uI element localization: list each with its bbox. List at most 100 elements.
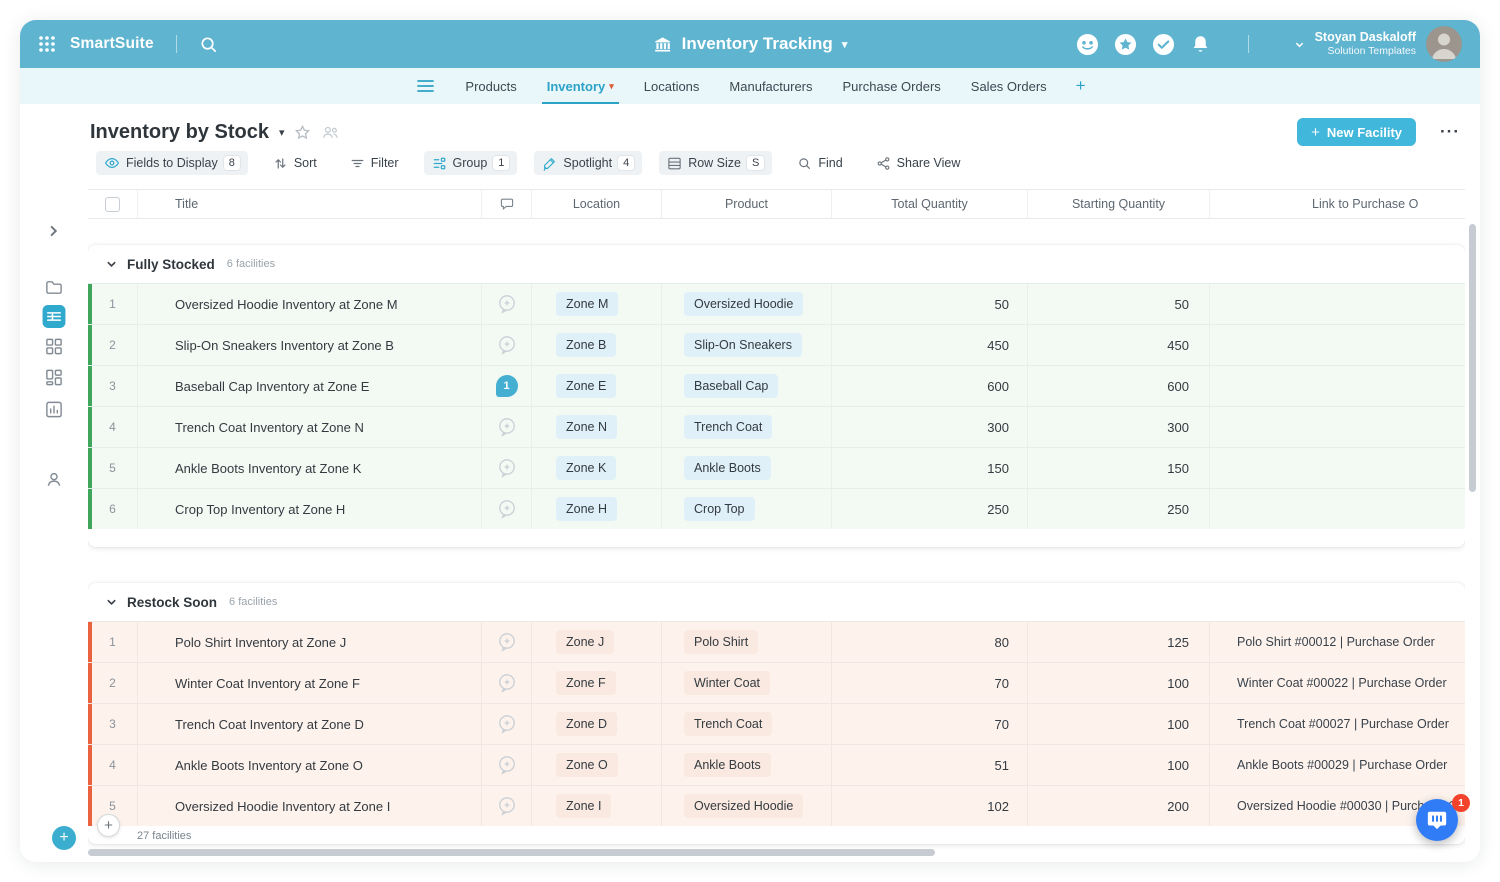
- avatar[interactable]: [1426, 26, 1462, 62]
- cell-purchase-order-link[interactable]: [1210, 366, 1465, 406]
- table-row[interactable]: 3 Trench Coat Inventory at Zone D Zone D Tr…: [88, 703, 1465, 744]
- cell-purchase-order-link[interactable]: Trench Coat #00027 | Purchase Order: [1237, 717, 1449, 731]
- location-pill[interactable]: Zone H: [556, 497, 617, 521]
- location-pill[interactable]: Zone B: [556, 333, 617, 357]
- add-record-button[interactable]: +: [97, 814, 120, 837]
- add-comment-icon[interactable]: [496, 631, 518, 653]
- cell-purchase-order-link[interactable]: Winter Coat #00022 | Purchase Order: [1237, 676, 1447, 690]
- add-comment-icon[interactable]: [496, 293, 518, 315]
- cell-purchase-order-link[interactable]: [1210, 407, 1465, 447]
- cell-location[interactable]: Zone K: [532, 448, 662, 488]
- product-pill[interactable]: Baseball Cap: [684, 374, 779, 398]
- cell-purchase-order-link[interactable]: [1210, 284, 1465, 324]
- cell-starting-quantity[interactable]: 150: [1028, 448, 1210, 488]
- chat-button[interactable]: [1416, 799, 1458, 841]
- cell-location[interactable]: Zone N: [532, 407, 662, 447]
- table-row[interactable]: 4 Trench Coat Inventory at Zone N Zone N Tr…: [88, 406, 1465, 447]
- product-pill[interactable]: Ankle Boots: [684, 456, 771, 480]
- product-pill[interactable]: Polo Shirt: [684, 630, 759, 654]
- cell-starting-quantity[interactable]: 100: [1028, 663, 1210, 703]
- tab-locations[interactable]: Locations: [643, 78, 700, 94]
- product-pill[interactable]: Oversized Hoodie: [684, 794, 804, 818]
- tab-inventory[interactable]: Inventory ▾: [532, 68, 629, 104]
- cell-starting-quantity[interactable]: 250: [1028, 489, 1210, 529]
- table-row[interactable]: 5 Ankle Boots Inventory at Zone K Zone K An…: [88, 447, 1465, 488]
- location-pill[interactable]: Zone F: [556, 671, 616, 695]
- location-pill[interactable]: Zone J: [556, 630, 615, 654]
- cell-location[interactable]: Zone F: [532, 663, 662, 703]
- cell-starting-quantity[interactable]: 125: [1028, 622, 1210, 662]
- expand-sidebar-icon[interactable]: [47, 224, 61, 238]
- select-all-checkbox[interactable]: [105, 196, 120, 212]
- cell-purchase-order-link[interactable]: Oversized Hoodie #00030 | Purchase Order: [1237, 799, 1465, 813]
- cell-product[interactable]: Slip-On Sneakers: [662, 325, 832, 365]
- cell-total-quantity[interactable]: 50: [832, 284, 1028, 324]
- cell-location[interactable]: Zone J: [532, 622, 662, 662]
- location-pill[interactable]: Zone E: [556, 374, 617, 398]
- table-row[interactable]: 1 Polo Shirt Inventory at Zone J Zone J Pol…: [88, 621, 1465, 662]
- more-options-icon[interactable]: ···: [1440, 122, 1460, 141]
- view-caret-icon[interactable]: ▾: [278, 126, 285, 139]
- column-product[interactable]: Product: [662, 190, 832, 218]
- cell-comments[interactable]: [482, 663, 532, 703]
- add-comment-icon[interactable]: [496, 457, 518, 479]
- cell-comments[interactable]: [482, 622, 532, 662]
- location-pill[interactable]: Zone I: [556, 794, 612, 818]
- cell-title[interactable]: Baseball Cap Inventory at Zone E: [138, 366, 482, 406]
- add-comment-icon[interactable]: [496, 713, 518, 735]
- add-comment-icon[interactable]: [496, 498, 518, 520]
- cell-total-quantity[interactable]: 450: [832, 325, 1028, 365]
- cell-total-quantity[interactable]: 102: [832, 786, 1028, 826]
- horizontal-scrollbar[interactable]: [88, 849, 935, 856]
- menu-icon[interactable]: [417, 79, 434, 93]
- cell-purchase-order-link[interactable]: Polo Shirt #00012 | Purchase Order: [1237, 635, 1435, 649]
- favorite-star-icon[interactable]: [294, 124, 311, 141]
- add-view-button[interactable]: +: [52, 826, 76, 850]
- column-location[interactable]: Location: [532, 190, 662, 218]
- table-row[interactable]: 4 Ankle Boots Inventory at Zone O Zone O An…: [88, 744, 1465, 785]
- cell-starting-quantity[interactable]: 50: [1028, 284, 1210, 324]
- cell-comments[interactable]: [482, 704, 532, 744]
- product-pill[interactable]: Trench Coat: [684, 415, 773, 439]
- column-link-to-purchase[interactable]: Link to Purchase O: [1312, 197, 1419, 211]
- filter-button[interactable]: Filter: [342, 151, 407, 175]
- tab-sales-orders[interactable]: Sales Orders: [970, 78, 1047, 94]
- product-pill[interactable]: Trench Coat: [684, 712, 773, 736]
- cell-comments[interactable]: [482, 325, 532, 365]
- cell-comments[interactable]: [482, 786, 532, 826]
- cell-total-quantity[interactable]: 51: [832, 745, 1028, 785]
- cell-product[interactable]: Crop Top: [662, 489, 832, 529]
- cell-product[interactable]: Baseball Cap: [662, 366, 832, 406]
- cell-product[interactable]: Ankle Boots: [662, 745, 832, 785]
- vertical-scrollbar[interactable]: [1469, 224, 1476, 492]
- cell-starting-quantity[interactable]: 450: [1028, 325, 1210, 365]
- cell-comments[interactable]: [482, 448, 532, 488]
- bell-icon[interactable]: [1190, 34, 1211, 55]
- spotlight-button[interactable]: Spotlight 4: [534, 151, 643, 175]
- chevron-down-icon[interactable]: [106, 259, 117, 270]
- chart-icon[interactable]: [45, 400, 64, 419]
- cell-comments[interactable]: [482, 407, 532, 447]
- cell-total-quantity[interactable]: 600: [832, 366, 1028, 406]
- add-comment-icon[interactable]: [496, 416, 518, 438]
- cell-product[interactable]: Oversized Hoodie: [662, 284, 832, 324]
- table-row[interactable]: 2 Slip-On Sneakers Inventory at Zone B Zon…: [88, 324, 1465, 365]
- folder-icon[interactable]: [45, 278, 64, 297]
- widgets-icon[interactable]: [45, 368, 64, 387]
- tab-manufacturers[interactable]: Manufacturers: [729, 78, 813, 94]
- table-row[interactable]: 5 Oversized Hoodie Inventory at Zone I Zon…: [88, 785, 1465, 826]
- solution-title-group[interactable]: Inventory Tracking ▾: [653, 20, 847, 68]
- cell-purchase-order-link[interactable]: [1210, 489, 1465, 529]
- cell-title[interactable]: Ankle Boots Inventory at Zone O: [138, 745, 482, 785]
- cell-comments[interactable]: [482, 284, 532, 324]
- table-row[interactable]: 3 Baseball Cap Inventory at Zone E 1 Zone E…: [88, 365, 1465, 406]
- location-pill[interactable]: Zone M: [556, 292, 619, 316]
- cell-product[interactable]: Oversized Hoodie: [662, 786, 832, 826]
- cell-product[interactable]: Winter Coat: [662, 663, 832, 703]
- cell-title[interactable]: Slip-On Sneakers Inventory at Zone B: [138, 325, 482, 365]
- find-button[interactable]: Find: [789, 151, 850, 175]
- column-starting-quantity[interactable]: Starting Quantity: [1028, 190, 1210, 218]
- tab-products[interactable]: Products: [465, 78, 517, 94]
- cell-comments[interactable]: 1: [482, 366, 532, 406]
- add-comment-icon[interactable]: [496, 672, 518, 694]
